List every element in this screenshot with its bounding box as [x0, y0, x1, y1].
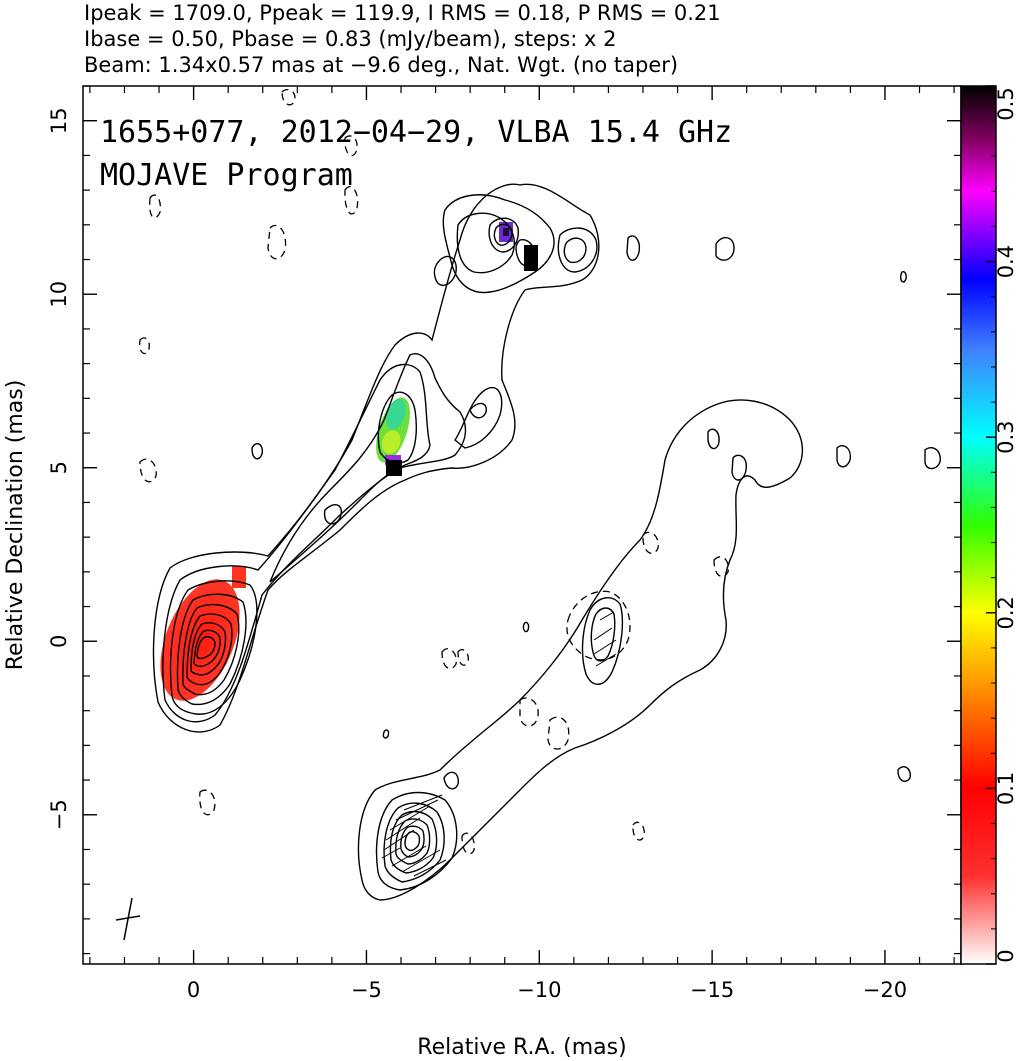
y-axis-label: Relative Declination (mas) [3, 380, 28, 671]
x-tick-label: −20 [863, 978, 907, 1002]
colorbar-tick-label: 0 [994, 949, 1018, 962]
colorbar [960, 85, 997, 965]
header-line-2: Ibase = 0.50, Pbase = 0.83 (mJy/beam), s… [84, 27, 616, 51]
plot-title-line-2: MOJAVE Program [100, 158, 353, 193]
x-tick-label: −15 [690, 978, 734, 1002]
colorbar-tick-label: 0.3 [994, 420, 1018, 453]
beam-indicator [115, 897, 141, 941]
knot-polarization-fill [376, 397, 410, 463]
negative-contours [138, 88, 645, 855]
plot-frame [82, 85, 962, 965]
y-tick-label: −5 [47, 799, 71, 830]
x-axis-ticks: 0 −5 −10 −15 −20 [89, 86, 955, 1002]
colorbar-tick-label: 0.2 [994, 596, 1018, 629]
colorbar-tick-label: 0.1 [994, 772, 1018, 805]
header-line-3: Beam: 1.34x0.57 mas at −9.6 deg., Nat. W… [84, 53, 678, 77]
x-axis-label: Relative R.A. (mas) [417, 1035, 626, 1060]
x-tick-label: −5 [351, 978, 382, 1002]
y-tick-label: 5 [47, 461, 71, 474]
knot-black-pixel [386, 460, 402, 476]
polarization-contours [357, 399, 804, 901]
outer-knot-black-pixel [524, 245, 538, 271]
header-line-1: Ipeak = 1709.0, Ppeak = 119.9, I RMS = 0… [84, 1, 721, 25]
core-extension-fill [232, 566, 246, 588]
core-polarization-fill [160, 579, 240, 701]
y-tick-label: 10 [47, 281, 71, 308]
colorbar-ticks: 0 0.1 0.2 0.3 0.4 0.5 [986, 85, 1018, 965]
x-tick-label: 0 [187, 978, 200, 1002]
y-tick-label: 15 [47, 107, 71, 134]
y-tick-label: 0 [47, 635, 71, 648]
plot-title-line-1: 1655+077, 2012−04−29, VLBA 15.4 GHz [100, 115, 732, 150]
intensity-contours [152, 183, 941, 782]
y-axis-ticks: −5 0 5 10 15 [47, 85, 961, 955]
colorbar-tick-label: 0.4 [994, 245, 1018, 278]
offset-core-hatching [381, 611, 617, 877]
colorbar-tick-label: 0.5 [994, 87, 1018, 120]
image-layer [115, 88, 941, 941]
x-tick-label: −10 [517, 978, 561, 1002]
